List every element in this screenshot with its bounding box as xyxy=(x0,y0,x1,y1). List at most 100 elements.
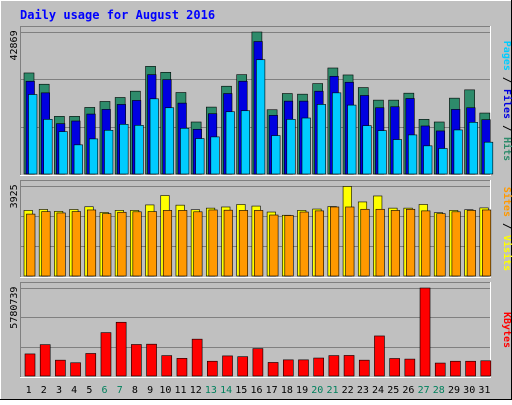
bar-pages-day-12 xyxy=(195,138,205,175)
bar-pages-day-25 xyxy=(392,139,402,175)
axis-title-kbytes: KBytes xyxy=(501,312,512,348)
bar-pages-day-23 xyxy=(362,125,372,175)
bar-kbytes-day-10 xyxy=(161,355,173,377)
bar-pages-day-10 xyxy=(164,107,175,175)
bar-sites-day-4 xyxy=(71,211,81,277)
scale-label-visits-sites: 3925 xyxy=(9,184,20,208)
bar-kbytes-day-28 xyxy=(434,362,446,377)
bar-kbytes-day-27 xyxy=(419,287,431,377)
bar-sites-day-22 xyxy=(345,206,355,277)
day-label-27: 27 xyxy=(418,385,430,396)
bar-kbytes-day-14 xyxy=(222,355,233,377)
bar-kbytes-day-15 xyxy=(237,356,249,377)
day-label-12: 12 xyxy=(190,385,202,396)
bar-pages-day-9 xyxy=(149,98,159,175)
bar-sites-day-1 xyxy=(26,213,36,277)
axis-title-visits-sites: Sites / Visits xyxy=(501,187,512,271)
day-label-5: 5 xyxy=(86,385,92,396)
bar-kbytes-day-12 xyxy=(191,338,203,377)
panel-kbytes: 5780739 KBytes xyxy=(9,282,512,378)
bar-kbytes-day-2 xyxy=(39,344,51,377)
bar-sites-day-11 xyxy=(178,210,188,277)
panel-visits-sites: 3925 Sites / Visits xyxy=(9,180,512,278)
bar-sites-day-8 xyxy=(132,211,142,277)
bar-pages-day-14 xyxy=(225,111,235,175)
bar-pages-day-19 xyxy=(301,117,311,175)
bar-sites-day-20 xyxy=(314,210,324,277)
bar-pages-day-20 xyxy=(316,104,326,175)
bar-kbytes-day-29 xyxy=(450,360,461,377)
day-label-7: 7 xyxy=(117,385,123,396)
day-label-11: 11 xyxy=(175,385,187,396)
day-label-19: 19 xyxy=(296,385,308,396)
axis-title-part: Visits xyxy=(501,235,512,271)
bar-sites-day-29 xyxy=(451,211,461,277)
day-label-29: 29 xyxy=(448,385,460,396)
bar-pages-day-2 xyxy=(43,119,53,175)
day-label-20: 20 xyxy=(311,385,323,396)
bar-pages-day-4 xyxy=(73,144,83,175)
bar-kbytes-day-5 xyxy=(85,353,97,377)
axis-title-separator: / xyxy=(501,119,512,137)
bar-sites-day-15 xyxy=(238,210,249,277)
day-label-3: 3 xyxy=(56,385,62,396)
scale-label-kbytes: 5780739 xyxy=(9,287,20,329)
bar-sites-day-31 xyxy=(482,209,492,277)
bar-pages-day-5 xyxy=(88,138,99,175)
bar-sites-day-18 xyxy=(284,215,294,277)
bar-pages-day-7 xyxy=(119,124,129,175)
day-label-1: 1 xyxy=(26,385,32,396)
bar-kbytes-day-19 xyxy=(298,359,309,377)
day-label-21: 21 xyxy=(326,385,338,396)
bar-sites-day-24 xyxy=(375,208,385,277)
bar-kbytes-day-11 xyxy=(176,358,188,377)
bar-kbytes-day-17 xyxy=(267,362,279,377)
axis-title-part: Files xyxy=(501,89,512,119)
bar-sites-day-3 xyxy=(56,212,66,277)
bar-kbytes-day-4 xyxy=(70,362,81,377)
bar-sites-day-17 xyxy=(269,214,279,277)
day-label-25: 25 xyxy=(387,385,399,396)
day-label-23: 23 xyxy=(357,385,369,396)
bar-sites-day-12 xyxy=(193,211,203,277)
bar-pages-day-17 xyxy=(271,135,281,175)
bar-kbytes-day-7 xyxy=(115,321,127,377)
bar-sites-day-28 xyxy=(436,213,446,277)
bar-sites-day-13 xyxy=(208,209,218,277)
bar-kbytes-day-3 xyxy=(55,359,66,377)
bar-kbytes-day-31 xyxy=(480,360,492,377)
bar-kbytes-day-23 xyxy=(358,359,370,377)
bar-pages-day-18 xyxy=(286,119,296,175)
bar-pages-day-8 xyxy=(134,125,144,175)
bar-kbytes-day-16 xyxy=(252,348,264,377)
day-label-26: 26 xyxy=(402,385,414,396)
bar-sites-day-7 xyxy=(117,211,127,277)
bar-sites-day-19 xyxy=(299,211,309,277)
bar-kbytes-day-21 xyxy=(328,355,340,377)
bar-sites-day-10 xyxy=(162,210,173,277)
axis-title-part: Hits xyxy=(501,137,512,161)
bar-pages-day-21 xyxy=(332,92,342,175)
day-label-22: 22 xyxy=(342,385,354,396)
bar-pages-day-3 xyxy=(58,131,68,175)
day-labels: 1 2 3 4 5 6 7 8 9 10 11 12 13 14 15 16 17 18 19 20 21 22 23 24 2… xyxy=(26,385,491,396)
bar-sites-day-27 xyxy=(421,210,431,277)
bar-kbytes-day-1 xyxy=(24,353,36,377)
bar-pages-day-16 xyxy=(256,59,266,175)
bar-pages-day-26 xyxy=(408,134,418,175)
bar-pages-day-27 xyxy=(423,145,433,175)
day-label-24: 24 xyxy=(372,385,384,396)
day-label-31: 31 xyxy=(478,385,490,396)
axis-title-part: Sites xyxy=(501,187,512,217)
bar-sites-day-5 xyxy=(86,209,97,277)
bar-pages-day-13 xyxy=(210,136,220,175)
bar-sites-day-26 xyxy=(406,208,416,277)
bar-pages-day-6 xyxy=(104,129,114,175)
day-label-16: 16 xyxy=(250,385,262,396)
day-label-15: 15 xyxy=(235,385,247,396)
bar-kbytes-day-30 xyxy=(465,360,476,377)
day-label-17: 17 xyxy=(266,385,278,396)
axis-title-separator: / xyxy=(501,71,512,89)
